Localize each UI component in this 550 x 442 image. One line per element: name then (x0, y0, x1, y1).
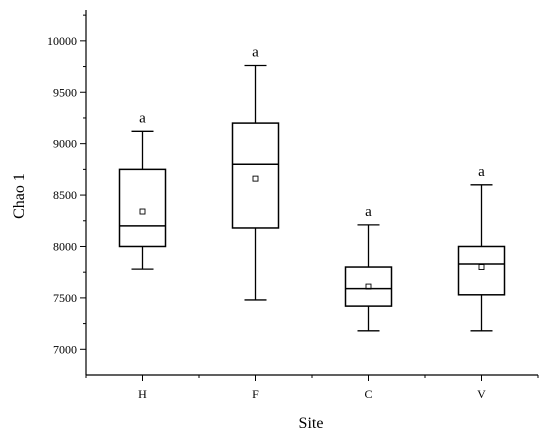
y-tick-label-9500: 9500 (53, 85, 77, 99)
box-H: a (118, 110, 167, 270)
x-tick-label-V: V (477, 387, 486, 401)
y-axis-title: Chao 1 (11, 173, 28, 219)
iqr-box-H (118, 168, 167, 248)
y-tick-label-8500: 8500 (53, 188, 77, 202)
x-tick-label-F: F (252, 387, 259, 401)
mean-marker-V (478, 264, 485, 270)
box-F: a (231, 45, 280, 301)
significance-label-H: a (139, 110, 146, 126)
mean-marker-H (139, 208, 146, 215)
iqr-box-C (344, 266, 393, 307)
box-C: a (344, 204, 393, 332)
x-axis-title: Site (299, 415, 324, 432)
mean-marker-F (252, 175, 259, 182)
significance-label-V: a (478, 164, 485, 180)
y-tick-label-7500: 7500 (53, 291, 77, 305)
boxes: a a a a (118, 45, 506, 332)
y-axis: 7000 7500 8000 8500 9000 9500 10000 (47, 10, 87, 375)
iqr-box-V (457, 245, 506, 296)
y-tick-label-7000: 7000 (53, 342, 77, 356)
iqr-box-F (231, 122, 280, 229)
x-tick-label-H: H (138, 387, 147, 401)
y-tick-label-10000: 10000 (47, 34, 77, 48)
significance-label-F: a (252, 45, 259, 61)
box-V: a (457, 164, 506, 332)
significance-label-C: a (365, 204, 372, 220)
y-tick-label-8000: 8000 (53, 239, 77, 253)
x-tick-label-C: C (364, 387, 372, 401)
y-tick-label-9000: 9000 (53, 137, 77, 151)
mean-marker-C (365, 283, 372, 290)
